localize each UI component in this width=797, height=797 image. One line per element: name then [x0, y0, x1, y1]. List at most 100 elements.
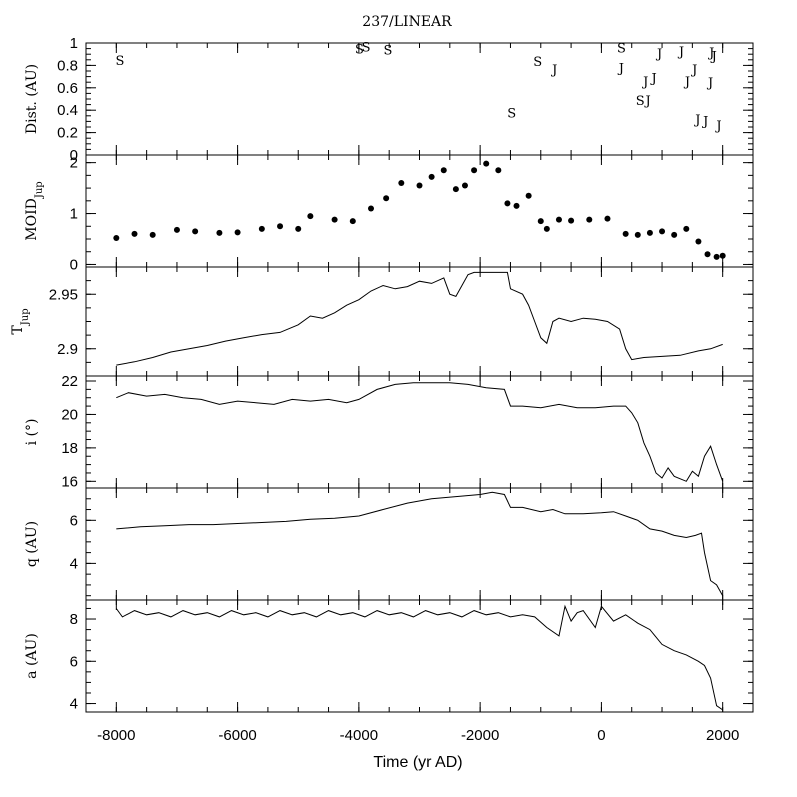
ytick-label-dist: 0.2 — [57, 125, 78, 142]
ytick-label-moid: 2 — [70, 155, 78, 172]
y-axis-label-tjup: TJup — [10, 308, 31, 334]
moid-point — [555, 216, 562, 223]
moid-point — [604, 215, 611, 222]
moid-point — [461, 182, 468, 189]
y-axis-label-q: q (AU) — [24, 521, 40, 567]
marker-J: J — [655, 47, 662, 62]
ytick-label-dist: 0.8 — [57, 57, 78, 74]
panel-frame-q — [85, 487, 754, 601]
ytick-label-a: 6 — [70, 653, 78, 670]
y-axis-label-dist: Dist. (AU) — [24, 64, 40, 134]
xtick-label: -8000 — [97, 727, 135, 744]
ytick-label-moid: 1 — [70, 206, 78, 223]
xtick-label: -2000 — [461, 727, 499, 744]
moid-point — [113, 234, 120, 241]
moid-point — [173, 226, 180, 233]
marker-S: S — [636, 94, 645, 109]
moid-point — [704, 251, 711, 258]
moid-point — [149, 231, 156, 238]
marker-J: J — [714, 119, 721, 134]
moid-point — [719, 252, 726, 259]
ytick-label-dist: 0.6 — [57, 80, 78, 97]
moid-point — [398, 180, 405, 186]
panel-frame-a — [85, 599, 754, 713]
marker-J: J — [710, 49, 717, 64]
moid-point — [258, 225, 265, 232]
moid-point — [695, 238, 702, 245]
moid-point — [131, 230, 138, 237]
ytick-label-incl: 22 — [61, 373, 78, 390]
moid-point — [216, 229, 223, 236]
moid-point — [537, 218, 544, 225]
moid-point — [671, 231, 678, 238]
y-axis-label-a: a (AU) — [24, 633, 40, 679]
moid-point — [543, 225, 550, 232]
xtick-label: 2000 — [706, 727, 739, 744]
moid-point — [440, 167, 447, 174]
moid-point — [471, 167, 478, 174]
ytick-label-dist: 0.4 — [57, 102, 78, 119]
series-line-incl — [116, 382, 724, 482]
moid-point — [634, 231, 641, 238]
y-axis-label-sub-tjup: Jup — [20, 308, 31, 326]
marker-J: J — [701, 114, 708, 129]
xtick-label: -4000 — [340, 727, 378, 744]
xtick-label: -6000 — [218, 727, 256, 744]
moid-point — [525, 192, 532, 199]
moid-point — [349, 218, 356, 225]
ytick-label-incl: 16 — [61, 473, 78, 490]
ytick-label-tjup: 2.9 — [57, 341, 78, 358]
marker-J: J — [683, 75, 690, 90]
y-axis-label-moid: MOIDJup — [24, 181, 45, 240]
moid-point — [192, 228, 199, 235]
ytick-label-q: 4 — [70, 555, 78, 572]
series-line-q — [116, 491, 724, 596]
marker-J: J — [677, 45, 684, 60]
moid-point — [483, 160, 490, 167]
moid-point — [234, 229, 241, 236]
moid-point — [295, 225, 302, 232]
panel-a: 4 6 8 a (AU) — [24, 599, 754, 713]
panel-frame-incl — [85, 375, 754, 489]
marker-S: S — [617, 41, 626, 56]
xtick-label: 0 — [597, 727, 605, 744]
marker-S: S — [384, 44, 393, 59]
moid-point — [277, 223, 284, 230]
chart-title: 237/LINEAR — [362, 14, 452, 30]
moid-point — [307, 213, 314, 220]
ytick-label-a: 4 — [70, 696, 78, 713]
marker-J: J — [707, 46, 714, 61]
series-line-tjup — [116, 271, 723, 366]
marker-J: J — [643, 94, 650, 109]
panel-moid: 0 1 2 MOIDJup — [24, 154, 754, 273]
panel-q: 4 6 q (AU) — [24, 487, 754, 601]
panel-frame-dist — [85, 42, 754, 156]
moid-point — [416, 182, 423, 189]
ytick-label-a: 8 — [70, 611, 78, 628]
panel-tjup: 2.9 2.95 TJup — [10, 266, 754, 377]
y-axis-label-sub-moid: Jup — [34, 181, 45, 199]
y-axis-label-incl: i (°) — [24, 419, 40, 446]
marker-S: S — [355, 43, 364, 58]
panel-frame-tjup — [85, 266, 754, 377]
marker-J: J — [550, 63, 557, 78]
marker-S: S — [533, 55, 542, 70]
moid-point — [452, 186, 459, 193]
marker-J: J — [693, 113, 700, 128]
moid-point — [495, 167, 502, 174]
moid-point — [622, 230, 629, 237]
ytick-label-tjup: 2.95 — [49, 286, 78, 303]
ytick-label-q: 6 — [70, 512, 78, 529]
moid-point — [504, 200, 511, 207]
marker-S: S — [116, 54, 125, 69]
x-axis: -8000 -6000 -4000 -2000 0 2000 — [97, 727, 739, 744]
moid-point — [659, 228, 666, 235]
marker-J: J — [650, 72, 657, 87]
panel-frame-moid — [85, 154, 754, 268]
moid-point — [568, 217, 575, 224]
marker-S: S — [507, 106, 516, 121]
marker-J: J — [617, 62, 624, 77]
